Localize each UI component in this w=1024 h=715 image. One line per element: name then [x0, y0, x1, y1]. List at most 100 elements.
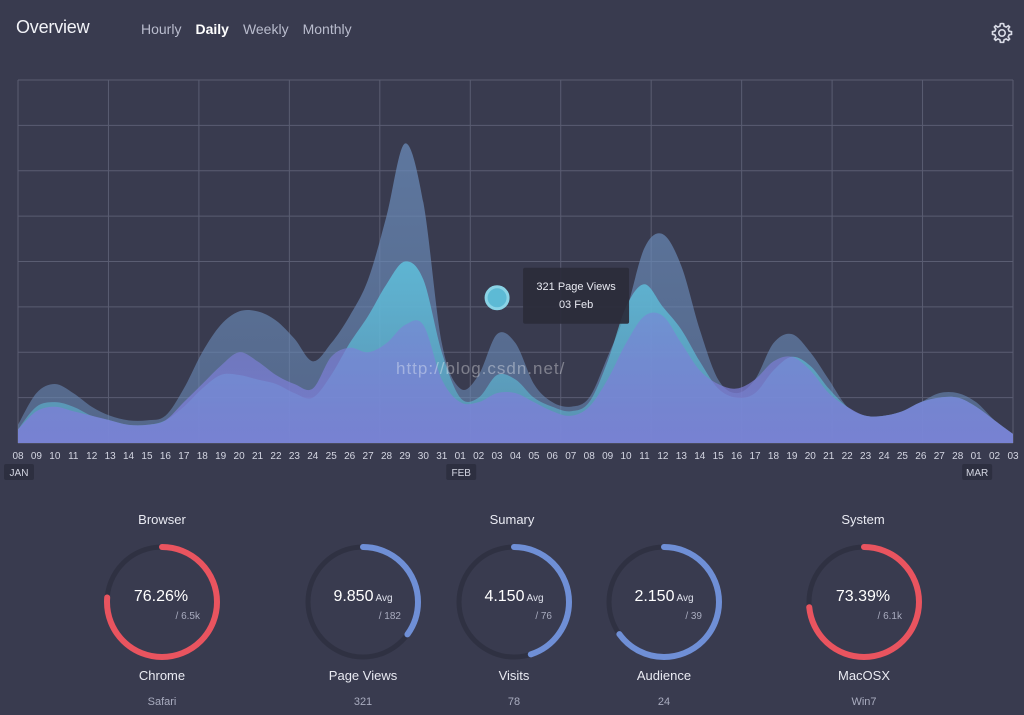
x-tick-label: 13 [676, 451, 688, 462]
tab-monthly[interactable]: Monthly [302, 21, 352, 37]
gear-icon[interactable] [990, 21, 1014, 45]
x-tick-label: 14 [123, 451, 135, 462]
gauge-progress-arc [806, 544, 922, 660]
gauge-system: 73.39% / 6.1k [802, 540, 926, 664]
x-tick-label: 02 [473, 451, 485, 462]
x-tick-label: 28 [381, 451, 393, 462]
x-tick-label: 01 [971, 451, 983, 462]
x-tick-label: 19 [786, 451, 798, 462]
x-tick-label: 09 [31, 451, 43, 462]
tab-weekly[interactable]: Weekly [242, 21, 289, 37]
x-tick-label: 15 [713, 451, 725, 462]
gauge-ring [806, 544, 922, 660]
gauge-ring [606, 544, 722, 660]
page-title: Overview [16, 17, 90, 37]
x-tick-label: 17 [178, 451, 190, 462]
tooltip-line-1: 321 Page Views [536, 281, 616, 293]
gauge-caption: 78 [507, 696, 521, 708]
watermark-text: http://blog.csdn.net/ [396, 359, 565, 378]
gauge-ring [456, 544, 572, 660]
x-tick-label: 28 [952, 451, 964, 462]
gauge-caption: Win7 [851, 696, 877, 708]
x-tick-label: 12 [86, 451, 98, 462]
chart-tooltip: 321 Page Views 03 Feb [484, 267, 630, 324]
gauge-visits: 4.150 Avg / 76 [452, 540, 576, 664]
x-tick-label: 19 [215, 451, 227, 462]
x-tick-label: 23 [289, 451, 301, 462]
period-tabs: Hourly Daily Weekly Monthly [141, 21, 352, 37]
month-label-text: FEB [451, 468, 471, 479]
x-tick-label: 10 [620, 451, 632, 462]
month-label-mar: MAR [962, 464, 993, 480]
x-tick-label: 03 [1007, 451, 1019, 462]
month-label-box [962, 464, 993, 480]
gauge-progress-arc [104, 544, 220, 660]
gauge-audience: 2.150 Avg / 39 [602, 540, 726, 664]
chart-grid [17, 79, 1014, 444]
x-tick-label: 18 [768, 451, 780, 462]
gauge-browser: 76.26% / 6.5k [100, 540, 224, 664]
x-tick-label: 17 [749, 451, 761, 462]
gauge-total: / 182 [378, 611, 401, 622]
x-tick-label: 29 [399, 451, 411, 462]
gauge-progress-arc [305, 544, 421, 660]
x-tick-label: 24 [878, 451, 890, 462]
section-title-system: System [841, 512, 885, 527]
month-label-feb: FEB [446, 464, 477, 480]
gauge-value: 76.26% [133, 588, 189, 605]
gauge-progress-arc [606, 544, 722, 660]
month-label-text: JAN [10, 468, 29, 479]
gauge-value: 4.150 Avg [484, 588, 544, 605]
x-tick-label: 11 [68, 451, 79, 462]
x-tick-label: 31 [436, 451, 448, 462]
stats-panel: Browser Sumary System 76.26% / 6.5k 9.85… [0, 500, 1024, 715]
x-tick-label: 07 [565, 451, 577, 462]
top-bar: Overview Hourly Daily Weekly Monthly [0, 0, 1024, 60]
x-tick-label: 23 [860, 451, 872, 462]
tab-daily[interactable]: Daily [195, 21, 229, 37]
gauge-ring [104, 544, 220, 660]
month-labels: JAN FEB MAR [4, 464, 993, 480]
x-tick-label: 24 [307, 451, 319, 462]
tab-hourly[interactable]: Hourly [141, 21, 182, 37]
section-title-summary: Sumary [489, 512, 535, 527]
x-tick-label: 26 [915, 451, 927, 462]
x-tick-label: 16 [731, 451, 743, 462]
gauge-label: Page Views [328, 668, 398, 683]
x-tick-label: 27 [934, 451, 946, 462]
x-tick-label: 14 [694, 451, 706, 462]
x-tick-label: 22 [842, 451, 854, 462]
month-label-jan: JAN [4, 464, 34, 480]
x-tick-label: 08 [12, 451, 24, 462]
x-tick-label: 27 [363, 451, 375, 462]
tooltip-box [523, 267, 630, 324]
gauge-caption: 24 [657, 696, 671, 708]
gauge-value: 2.150 Avg [634, 588, 694, 605]
x-tick-label: 16 [160, 451, 172, 462]
traffic-area-chart: 08 09 10 11 12 13 14 15 16 17 18 19 20 21 22 23 24 25 26 27… [4, 79, 1019, 480]
x-tick-label: 04 [510, 451, 522, 462]
x-tick-label: 06 [547, 451, 559, 462]
highlight-point[interactable] [484, 285, 510, 311]
x-tick-label: 09 [602, 451, 614, 462]
gauge-total: / 76 [535, 611, 552, 622]
x-tick-label: 21 [823, 451, 835, 462]
month-label-text: MAR [966, 468, 988, 479]
x-tick-label: 03 [492, 451, 504, 462]
x-tick-label: 12 [657, 451, 669, 462]
x-axis-ticks: 08 09 10 11 12 13 14 15 16 17 18 19 20 21 22 23 24 25 26 27… [12, 451, 1019, 462]
chart-areas [18, 143, 1013, 443]
tooltip-line-2: 03 Feb [559, 299, 593, 311]
x-tick-label: 15 [141, 451, 153, 462]
gauge-page-views: 9.850 Avg / 182 [301, 540, 425, 664]
x-tick-label: 30 [418, 451, 430, 462]
gauge-label: Visits [498, 668, 530, 683]
x-tick-label: 11 [639, 451, 650, 462]
x-tick-label: 08 [584, 451, 596, 462]
x-tick-label: 01 [455, 451, 467, 462]
x-tick-label: 20 [234, 451, 246, 462]
area-series-front [18, 312, 1013, 443]
gauge-label: MacOSX [837, 668, 891, 683]
x-tick-label: 10 [49, 451, 61, 462]
x-tick-label: 20 [805, 451, 817, 462]
